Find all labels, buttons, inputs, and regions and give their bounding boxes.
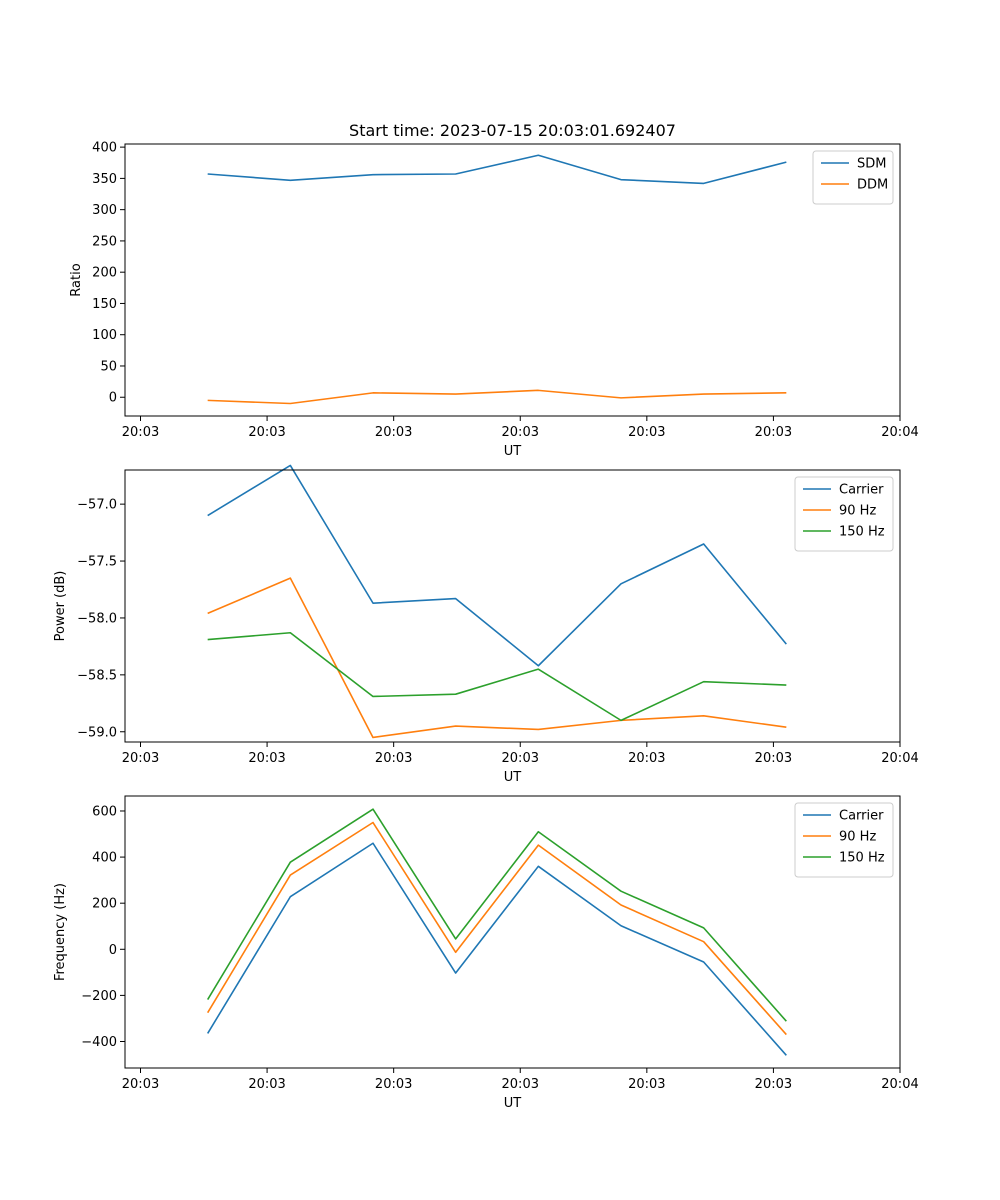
x-tick-label: 20:03 (375, 425, 412, 440)
x-tick-label: 20:03 (755, 751, 792, 766)
ratio-series-sdm-line (207, 154, 787, 185)
x-tick-label: 20:03 (628, 1077, 665, 1092)
y-tick-label: 150 (92, 297, 117, 312)
y-tick-label: 400 (92, 141, 117, 156)
x-tick-label: 20:03 (628, 751, 665, 766)
x-tick-label: 20:03 (502, 425, 539, 440)
x-tick-label: 20:03 (122, 751, 159, 766)
frequency-legend: Carrier 90 Hz 150 Hz (794, 802, 894, 878)
y-tick-label: 400 (92, 851, 117, 866)
x-tick-label: 20:03 (248, 425, 285, 440)
ratio-series-ddm-line (207, 389, 787, 405)
legend-entry-label: SDM (857, 157, 886, 172)
y-tick-label: 0 (109, 391, 117, 406)
y-tick-label: 100 (92, 328, 117, 343)
legend-box (812, 150, 894, 205)
power-panel: 20:03 20:03 20:03 20:03 20:03 20:03 20:04 −59.0… (53, 464, 919, 785)
legend-entry-label: Carrier (839, 809, 884, 824)
x-tick-label: 20:03 (755, 425, 792, 440)
legend-entry-label: 150 Hz (839, 525, 885, 540)
x-tick-label: 20:03 (502, 751, 539, 766)
y-tick-label: 200 (92, 266, 117, 281)
x-tick-label: 20:04 (881, 1077, 918, 1092)
legend-entry-label: Carrier (839, 483, 884, 498)
frequency-series-90-hz-line (206, 821, 787, 1036)
y-tick-label: 250 (92, 234, 117, 249)
y-tick-label: −58.5 (77, 668, 117, 683)
x-tick-label: 20:03 (248, 751, 285, 766)
x-tick-label: 20:03 (375, 1077, 412, 1092)
y-axis-label: Ratio (69, 263, 84, 296)
ratio-panel: 20:03 20:03 20:03 20:03 20:03 20:03 20:04 0 50 10… (69, 141, 919, 459)
x-tick-label: 20:03 (122, 425, 159, 440)
y-tick-label: −400 (81, 1035, 117, 1050)
x-tick-label: 20:04 (881, 425, 918, 440)
y-axis-label: Power (dB) (53, 571, 68, 642)
y-tick-label: 0 (109, 943, 117, 958)
frequency-series-150-hz-line (206, 808, 787, 1022)
legend-entry-label: 150 Hz (839, 851, 885, 866)
y-tick-label: −58.0 (77, 611, 117, 626)
power-series-150-hz-line (207, 631, 787, 722)
frequency-panel: 20:03 20:03 20:03 20:03 20:03 20:03 20:04 −400 −… (53, 795, 919, 1111)
y-tick-label: −57.5 (77, 555, 117, 570)
legend-entry-label: DDM (857, 178, 888, 193)
y-tick-label: 200 (92, 897, 117, 912)
legend-box (794, 802, 894, 878)
y-tick-label: 350 (92, 172, 117, 187)
y-tick-label: −59.0 (77, 725, 117, 740)
y-axis-label: Frequency (Hz) (53, 883, 68, 981)
power-axes-frame (124, 469, 901, 743)
y-tick-label: −57.0 (77, 498, 117, 513)
x-tick-label: 20:03 (628, 425, 665, 440)
x-tick-label: 20:03 (502, 1077, 539, 1092)
y-tick-label: 300 (92, 203, 117, 218)
x-tick-label: 20:04 (881, 751, 918, 766)
x-tick-label: 20:03 (755, 1077, 792, 1092)
x-tick-label: 20:03 (122, 1077, 159, 1092)
power-series-90-hz-line (207, 577, 787, 739)
y-tick-label: 600 (92, 804, 117, 819)
y-tick-label: −200 (81, 989, 117, 1004)
ratio-axes-frame (124, 143, 901, 417)
frequency-axes-frame (124, 795, 901, 1069)
figure-title: Start time: 2023-07-15 20:03:01.692407 (349, 121, 676, 140)
ratio-legend: SDM DDM (812, 150, 894, 205)
x-tick-label: 20:03 (375, 751, 412, 766)
x-axis-label: UT (504, 1096, 522, 1111)
power-legend: Carrier 90 Hz 150 Hz (794, 476, 894, 552)
x-tick-label: 20:03 (248, 1077, 285, 1092)
legend-box (794, 476, 894, 552)
legend-entry-label: 90 Hz (839, 830, 876, 845)
x-axis-label: UT (504, 770, 522, 785)
x-axis-label: UT (504, 444, 522, 459)
frequency-series-carrier-line (206, 842, 787, 1056)
legend-entry-label: 90 Hz (839, 504, 876, 519)
y-tick-label: 50 (100, 359, 117, 374)
power-series-carrier-line (207, 464, 787, 667)
